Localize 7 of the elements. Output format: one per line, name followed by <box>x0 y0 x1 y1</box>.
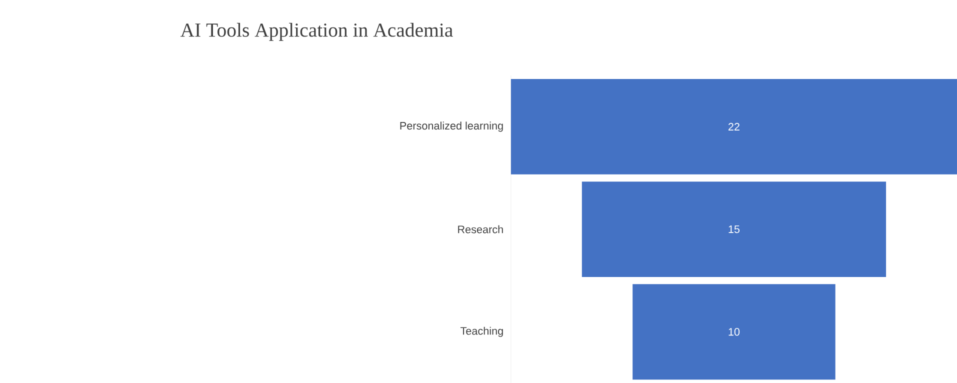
text: AI Tools Application in Academia <box>180 22 453 41</box>
category-label: Teaching <box>460 326 503 337</box>
category-label: Personalized learning <box>400 122 503 132</box>
data-label: 22 <box>728 122 740 130</box>
category-label: Research <box>458 225 503 234</box>
data-label: 10 <box>728 328 740 336</box>
data-label: 15 <box>728 225 740 233</box>
